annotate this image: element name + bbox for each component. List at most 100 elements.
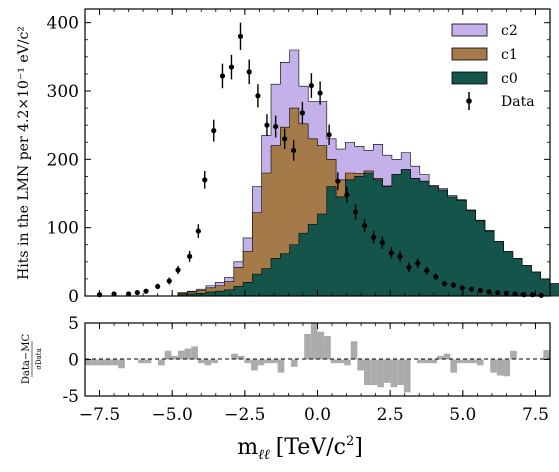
x-tick-label: −2.5: [224, 405, 265, 425]
residual-bar: [496, 359, 504, 376]
data-point: [291, 147, 297, 154]
residual-bar: [304, 333, 311, 360]
x-tick-label: 7.5: [522, 405, 549, 425]
residual-ticks: -5 0 5 −7.5 −5.0 −2.5 0.0 2.5 5.0 7.5: [62, 314, 551, 425]
legend-label-c2: c2: [501, 23, 518, 39]
residual-plot: -5 0 5 −7.5 −5.0 −2.5 0.0 2.5 5.0 7.5 Data−MC σDa…: [21, 314, 551, 463]
residual-bar: [450, 359, 457, 373]
data-point: [424, 268, 430, 274]
x-tick-label: −7.5: [79, 405, 120, 425]
data-point: [282, 136, 288, 142]
data-point: [450, 282, 457, 288]
legend-label-c1: c1: [501, 47, 518, 63]
data-point: [352, 209, 359, 215]
legend-data-marker: [466, 98, 472, 104]
residual-bar: [164, 350, 172, 360]
data-points: [96, 22, 544, 298]
residual-bar: [437, 355, 444, 360]
data-point: [187, 253, 193, 259]
residual-bar: [244, 359, 252, 364]
residual-bar: [377, 359, 384, 388]
data-point: [477, 287, 483, 294]
residual-bar: [191, 346, 198, 360]
stacked-histogram: [85, 49, 559, 297]
data-point: [326, 132, 332, 138]
residual-bar: [211, 359, 218, 364]
main-plot: 0 100 200 300 400 Hits in the LMN per 4.2×10…: [16, 8, 559, 307]
x-axis-label: mℓℓ [TeV/c2]: [237, 434, 363, 463]
main-ticks: 0 100 200 300 400: [47, 9, 551, 307]
legend-label-data: Data: [501, 94, 535, 110]
residual-bar: [364, 359, 371, 386]
data-point: [406, 264, 412, 270]
residual-bar: [118, 359, 125, 369]
data-point: [468, 286, 475, 292]
residual-y-tick-label: -5: [62, 387, 79, 407]
data-point: [155, 283, 161, 290]
residual-y-tick-label: 5: [68, 314, 79, 334]
data-point: [344, 192, 350, 198]
residual-bar: [104, 359, 112, 366]
residual-bar: [390, 359, 398, 388]
y-tick-label: 0: [68, 287, 79, 307]
data-point: [538, 292, 544, 298]
data-point: [237, 33, 244, 39]
residual-bar: [251, 359, 258, 371]
residual-bar: [184, 348, 192, 360]
legend-label-c0: c0: [501, 71, 518, 87]
residual-bar: [503, 359, 511, 377]
residual-y-tick-label: 0: [68, 351, 79, 371]
data-point: [211, 128, 217, 134]
residual-bar: [357, 359, 364, 371]
residual-bar: [330, 359, 338, 364]
residual-bar: [158, 359, 165, 366]
data-point: [486, 289, 492, 295]
data-point: [246, 69, 252, 75]
residual-bar: [370, 359, 378, 386]
data-point: [495, 289, 501, 296]
data-point: [134, 289, 140, 296]
residual-bar: [237, 355, 245, 360]
residual-bar: [337, 359, 345, 364]
residual-bar: [231, 353, 238, 360]
main-ylabel: Hits in the LMN per 4.2×10⁻¹ eV/c²: [16, 26, 32, 280]
data-point: [273, 123, 279, 130]
data-point: [388, 250, 394, 256]
residual-bar: [310, 323, 318, 360]
residual-bar: [277, 359, 285, 373]
y-tick-label: 200: [47, 150, 79, 170]
data-point: [255, 93, 261, 99]
x-tick-label: 5.0: [449, 405, 476, 425]
residual-bar: [417, 359, 424, 364]
residual-bar: [171, 355, 178, 360]
residual-bar: [457, 359, 464, 364]
residual-bar: [423, 359, 431, 364]
residual-bar: [290, 359, 298, 367]
residual-bar: [470, 359, 477, 364]
data-point: [175, 267, 181, 273]
legend-swatch-c2: [451, 23, 488, 37]
y-tick-label: 400: [47, 14, 79, 34]
residual-bar: [271, 359, 278, 364]
residual-bar: [317, 331, 325, 360]
data-point: [433, 274, 439, 280]
residual-bar: [383, 359, 391, 383]
data-point: [299, 110, 305, 116]
data-point: [335, 178, 341, 184]
legend-swatch-c1: [451, 47, 488, 61]
residual-bar: [204, 359, 212, 366]
data-point: [195, 228, 201, 234]
data-point: [143, 288, 149, 294]
y-tick-label: 100: [47, 219, 79, 239]
residual-bar: [257, 359, 265, 366]
residual-ylabel-numerator: Data−MC: [21, 334, 32, 385]
data-point: [202, 177, 208, 183]
residual-bar: [510, 350, 517, 360]
residual-bar: [397, 359, 404, 386]
data-point: [379, 240, 385, 246]
data-point: [397, 253, 403, 259]
residual-bar: [344, 359, 351, 366]
x-tick-label: −5.0: [152, 405, 193, 425]
data-point: [308, 82, 314, 89]
